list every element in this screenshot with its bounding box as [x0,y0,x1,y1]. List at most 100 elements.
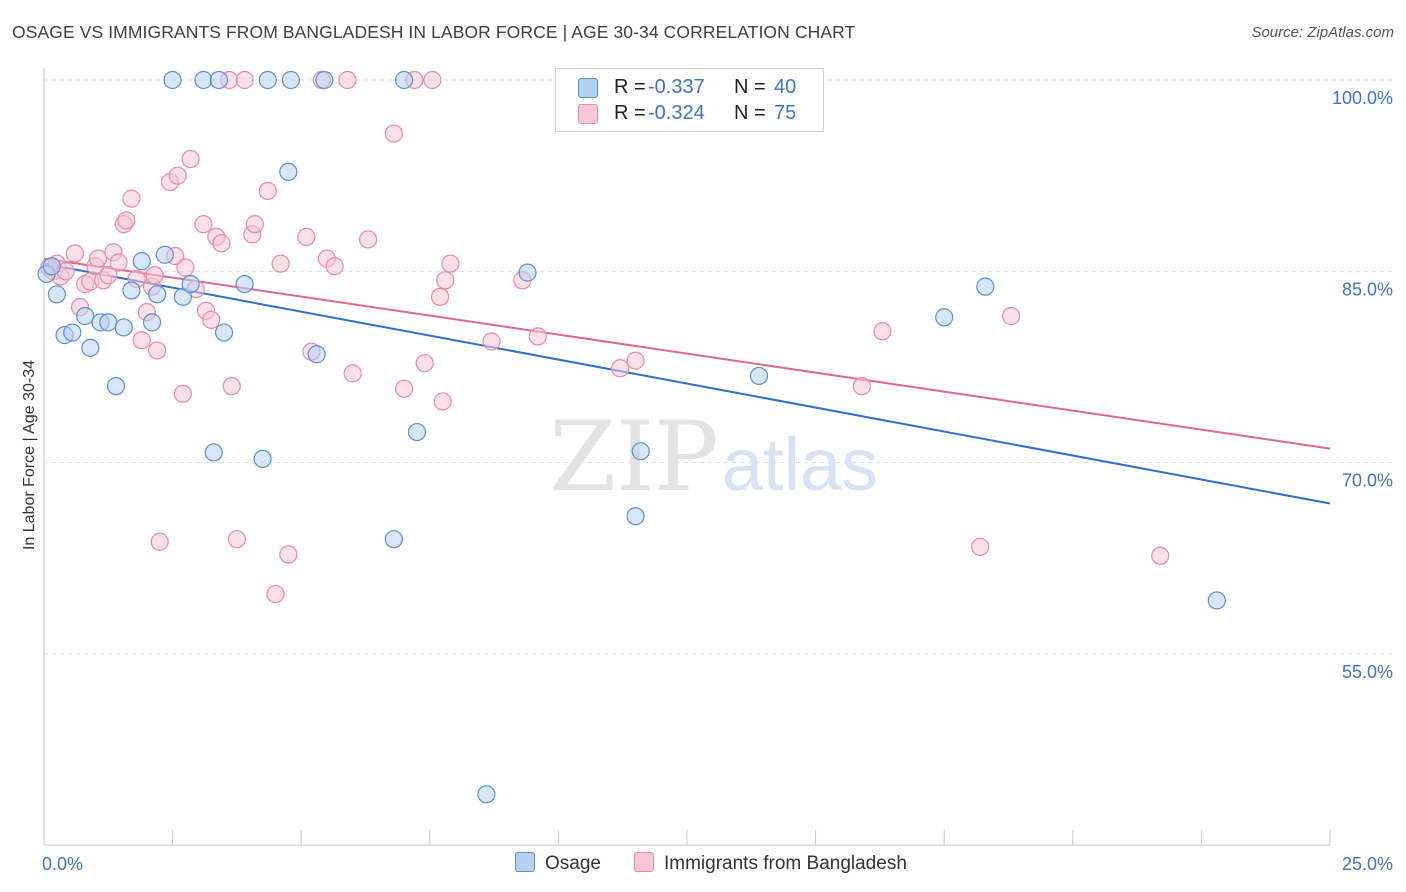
bangladesh-point [297,227,316,246]
bangladesh-point [1001,306,1021,326]
bangladesh-point [528,327,547,346]
bangladesh-point [88,249,108,268]
bangladesh-point [971,537,990,556]
osage-trend-line [43,262,1331,505]
trend-lines [43,257,1331,505]
bangladesh-trend-line [43,257,1331,450]
bangladesh-point [202,310,221,329]
y-tick-label: 85.0% [1342,279,1393,299]
osage-point [976,277,995,296]
bangladesh-point [279,545,298,564]
bangladesh-point [338,70,357,90]
osage-point [47,285,66,304]
axes [43,68,1331,846]
osage-swatch [578,78,598,98]
bangladesh-point [212,234,231,253]
bangladesh-point [145,266,164,285]
bangladesh-point [436,271,455,290]
osage-point [279,162,298,181]
y-tick-label: 55.0% [1342,662,1393,682]
bangladesh-point [358,230,378,249]
r-label: R = [614,102,646,124]
source-credit: Source: ZipAtlas.com [1251,24,1394,41]
bangladesh-point [117,211,136,230]
bangladesh-point [271,254,290,273]
bangladesh-point [99,266,118,285]
osage-point [204,443,223,462]
osage-point [477,785,496,804]
osage-point [935,308,954,327]
bangladesh-legend-swatch [634,852,654,872]
watermark: ZIP atlas [549,401,878,513]
bangladesh-point [873,322,892,341]
bangladesh-point [194,215,213,234]
legend-row-bangladesh: R = -0.324 N = 75 [556,101,823,127]
osage-point [518,263,537,282]
bangladesh-point [325,257,344,276]
osage-point [253,449,272,468]
osage-point [163,70,182,90]
n-value: 75 [774,102,797,124]
osage-point [281,70,301,90]
osage-point [1207,591,1226,610]
osage-point [148,285,167,304]
osage-point [384,530,403,549]
bangladesh-point [852,377,871,396]
n-label: N = [734,102,766,124]
bangladesh-point [109,253,128,272]
data-points [37,70,1226,804]
bangladesh-point [430,287,450,306]
osage-point [132,252,151,271]
bangladesh-point [65,244,84,263]
osage-point [155,245,174,264]
bangladesh-point [181,149,200,169]
osage-point [749,366,769,386]
n-value: 40 [774,76,797,98]
bangladesh-point [343,364,362,383]
bangladesh-point [441,254,460,273]
osage-legend-swatch [515,852,535,872]
osage-point [76,306,95,326]
osage-legend-label: Osage [545,853,601,874]
osage-point [122,281,141,300]
bangladesh-point [168,166,187,185]
bangladesh-point [132,331,151,350]
r-label: R = [614,76,646,98]
chart-title: OSAGE VS IMMIGRANTS FROM BANGLADESH IN L… [12,22,856,42]
osage-point [194,70,213,90]
bangladesh-point [394,379,414,398]
bangladesh-point [222,377,241,396]
stats-legend: R = -0.337 N = 40 R = -0.324 N = 75 [555,68,824,132]
bangladesh-point [423,70,442,90]
bangladesh-point [384,124,403,143]
watermark-atlas: atlas [722,423,878,506]
bangladesh-point [611,359,630,378]
osage-point [181,274,200,294]
osage-point [626,507,645,526]
bangladesh-point [626,351,645,370]
bangladesh-point [176,258,195,277]
bangladesh-point [433,392,452,411]
osage-point [209,70,228,90]
bangladesh-point [1151,546,1170,565]
osage-point [407,422,427,442]
r-value: -0.337 [648,76,705,98]
osage-point [81,338,100,357]
y-tick-label: 100.0% [1332,88,1393,108]
bangladesh-point [150,532,169,551]
bangladesh-point [482,332,501,351]
bangladesh-swatch [578,104,598,124]
osage-point [142,313,162,332]
legend-item-osage[interactable]: Osage [515,852,601,875]
bangladesh-point [148,341,167,360]
bangladesh-point [173,384,192,403]
bangladesh-point [266,584,285,604]
y-tick-label: 70.0% [1342,471,1393,491]
osage-point [114,318,133,337]
osage-point [631,442,650,461]
osage-point [99,313,118,332]
x-tick-label: 0.0% [42,854,83,874]
legend-item-bangladesh[interactable]: Immigrants from Bangladesh [634,852,907,875]
y-tick-labels: 100.0% 85.0% 70.0% 55.0% [1332,88,1393,682]
